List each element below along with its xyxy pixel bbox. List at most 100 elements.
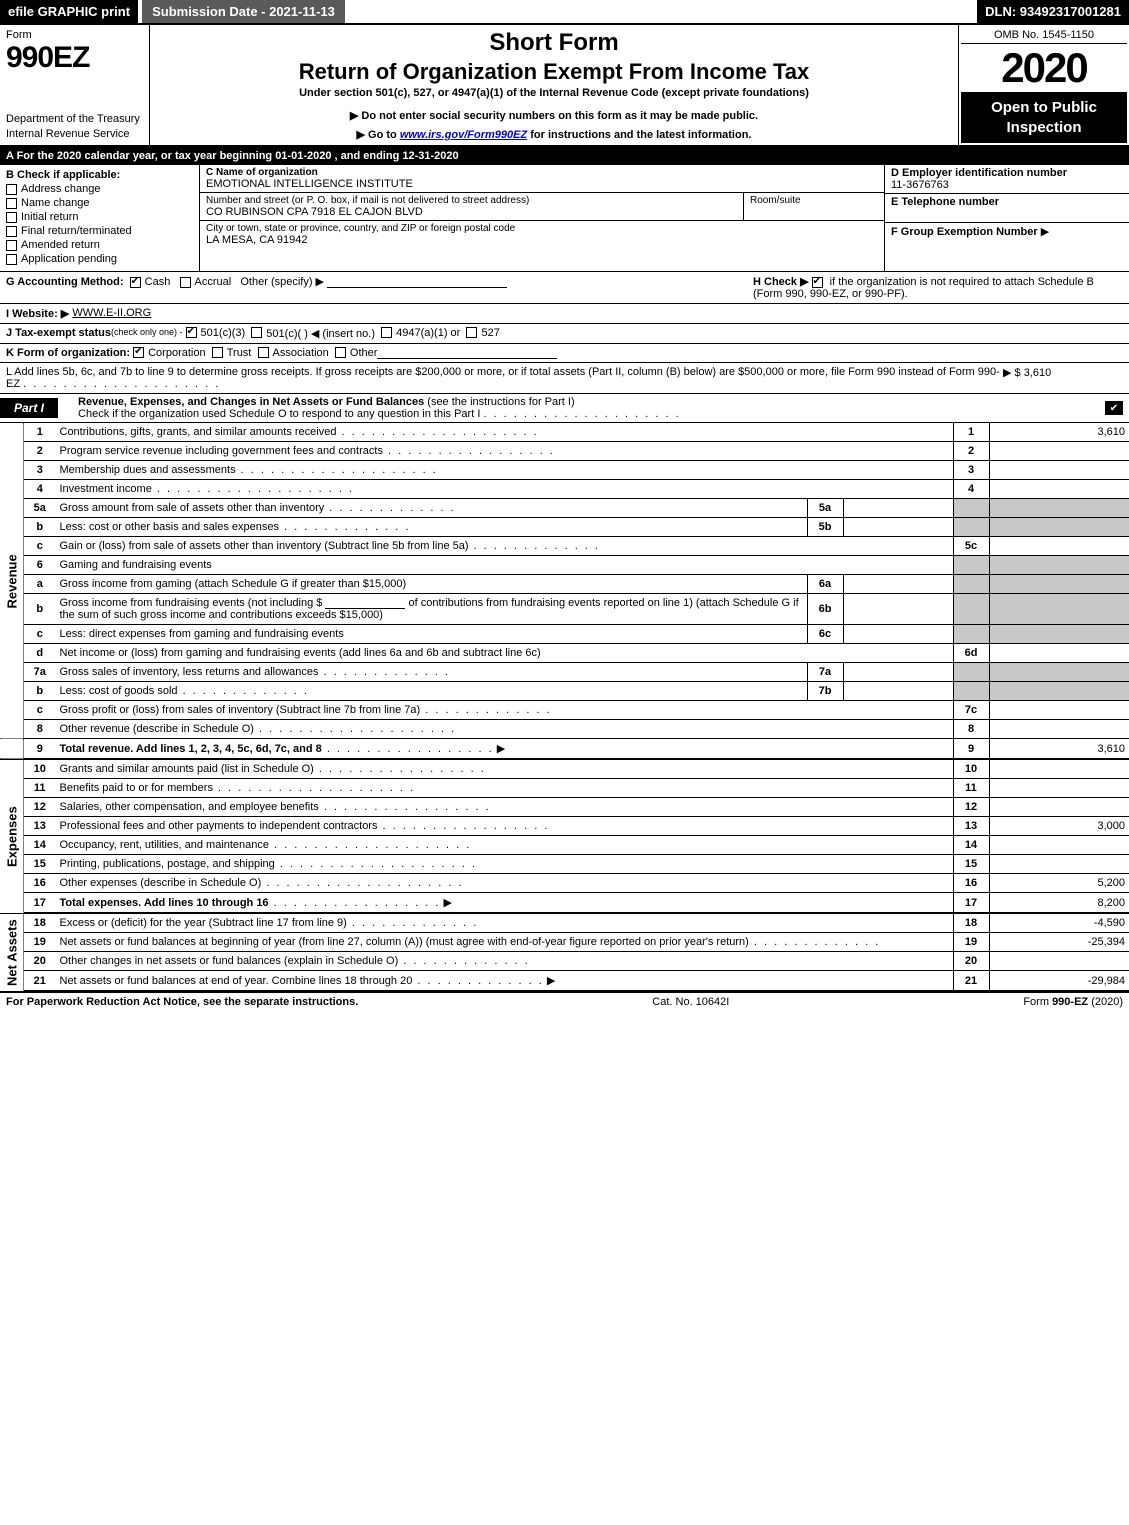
box-num: 3 (953, 461, 989, 480)
check-label: Final return/terminated (21, 225, 132, 237)
other-specify-blank[interactable] (327, 287, 507, 288)
check-address-change[interactable]: Address change (6, 183, 193, 195)
check-amended-return[interactable]: Amended return (6, 239, 193, 251)
check-initial-return[interactable]: Initial return (6, 211, 193, 223)
form-word: Form (6, 29, 143, 41)
amount-value (989, 798, 1129, 817)
amount-value (989, 480, 1129, 499)
cash-checkbox[interactable] (130, 277, 141, 288)
part1-schedule-o-checkbox[interactable] (1105, 401, 1123, 415)
website-value[interactable]: WWW.E-II.ORG (72, 307, 151, 320)
omb-number: OMB No. 1545-1150 (961, 27, 1127, 44)
page-footer: For Paperwork Reduction Act Notice, see … (0, 992, 1129, 1011)
j-opt3: 4947(a)(1) or (396, 327, 460, 340)
line-desc: Investment income (60, 483, 152, 495)
part1-label: Part I (0, 398, 58, 418)
line-num: 10 (24, 760, 56, 779)
line-g-h: G Accounting Method: Cash Accrual Other … (0, 272, 1129, 304)
irs-link[interactable]: www.irs.gov/Form990EZ (400, 129, 527, 141)
dln-label: DLN: 93492317001281 (977, 0, 1129, 23)
checkbox-icon[interactable] (6, 240, 17, 251)
form-header: Form 990EZ Department of the TreasuryInt… (0, 25, 1129, 147)
checkbox-icon[interactable] (6, 198, 17, 209)
check-label: Name change (21, 197, 90, 209)
j-opt2: 501(c)( ) ◀ (insert no.) (266, 327, 375, 340)
grey-cell (953, 663, 989, 682)
line-num: 16 (24, 874, 56, 893)
line-num: 2 (24, 442, 56, 461)
dots-icon (152, 483, 354, 495)
f-arrow-icon: ▶ (1041, 226, 1049, 238)
part1-title: Revenue, Expenses, and Changes in Net As… (68, 396, 424, 408)
check-name-change[interactable]: Name change (6, 197, 193, 209)
check-application-pending[interactable]: Application pending (6, 253, 193, 265)
line-desc: Gaming and fundraising events (60, 559, 212, 571)
ein-row: D Employer identification number 11-3676… (885, 165, 1129, 194)
amount-value: 8,200 (989, 893, 1129, 914)
line-desc: Membership dues and assessments (60, 464, 236, 476)
k-trust-checkbox[interactable] (212, 347, 223, 358)
inner-value (843, 625, 953, 644)
amount-value (989, 701, 1129, 720)
line-desc: Other expenses (describe in Schedule O) (60, 877, 262, 889)
efile-print-label[interactable]: efile GRAPHIC print (0, 0, 138, 23)
line-desc: Gross income from gaming (attach Schedul… (60, 578, 407, 590)
header-center: Short Form Return of Organization Exempt… (150, 25, 959, 145)
j-527-checkbox[interactable] (466, 327, 477, 338)
line-num: 17 (24, 893, 56, 914)
footer-center: Cat. No. 10642I (652, 996, 729, 1008)
k-other-blank[interactable] (377, 347, 557, 359)
h-checkbox[interactable] (812, 277, 823, 288)
j-4947-checkbox[interactable] (381, 327, 392, 338)
dots-icon (254, 723, 456, 735)
line-num: 12 (24, 798, 56, 817)
checkbox-icon[interactable] (6, 212, 17, 223)
line-num: 3 (24, 461, 56, 480)
grey-cell (989, 663, 1129, 682)
line-num: c (24, 625, 56, 644)
k-other-checkbox[interactable] (335, 347, 346, 358)
check-final-return[interactable]: Final return/terminated (6, 225, 193, 237)
amount-value (989, 952, 1129, 971)
k-trust: Trust (227, 347, 252, 359)
line-num: 20 (24, 952, 56, 971)
line-a-tax-year: A For the 2020 calendar year, or tax yea… (0, 147, 1129, 165)
grey-cell (989, 594, 1129, 625)
footer-right-post: (2020) (1091, 996, 1123, 1008)
box-c: C Name of organization EMOTIONAL INTELLI… (200, 165, 884, 271)
h-pre: H Check ▶ (753, 276, 809, 288)
line-num: 11 (24, 779, 56, 798)
line-desc: Benefits paid to or for members (60, 782, 213, 794)
j-501c-checkbox[interactable] (251, 327, 262, 338)
dots-icon (420, 704, 551, 716)
box-num: 15 (953, 855, 989, 874)
k-corp-checkbox[interactable] (133, 347, 144, 358)
line-num: a (24, 575, 56, 594)
entity-info-section: B Check if applicable: Address change Na… (0, 165, 1129, 272)
arrow-icon: ▶ (547, 975, 555, 987)
line-g: G Accounting Method: Cash Accrual Other … (6, 275, 743, 300)
e-label: E Telephone number (891, 196, 999, 208)
checkbox-icon[interactable] (6, 226, 17, 237)
amount-value: -25,394 (989, 933, 1129, 952)
checkbox-icon[interactable] (6, 184, 17, 195)
line-desc: Net income or (loss) from gaming and fun… (60, 647, 541, 659)
line-i: I Website: ▶ WWW.E-II.ORG (0, 304, 1129, 324)
grey-cell (989, 682, 1129, 701)
box-num: 19 (953, 933, 989, 952)
k-assoc-checkbox[interactable] (258, 347, 269, 358)
amount-value (989, 836, 1129, 855)
i-label: I Website: ▶ (6, 307, 69, 320)
line-num: b (24, 594, 56, 625)
street-value: CO RUBINSON CPA 7918 EL CAJON BLVD (206, 206, 737, 218)
k-assoc: Association (273, 347, 329, 359)
checkbox-icon[interactable] (6, 254, 17, 265)
check-label: Application pending (21, 253, 117, 265)
dots-icon (279, 521, 410, 533)
line-num: b (24, 682, 56, 701)
line-num: c (24, 701, 56, 720)
accrual-checkbox[interactable] (180, 277, 191, 288)
j-501c3-checkbox[interactable] (186, 327, 197, 338)
grey-cell (953, 556, 989, 575)
inner-box-num: 6c (807, 625, 843, 644)
